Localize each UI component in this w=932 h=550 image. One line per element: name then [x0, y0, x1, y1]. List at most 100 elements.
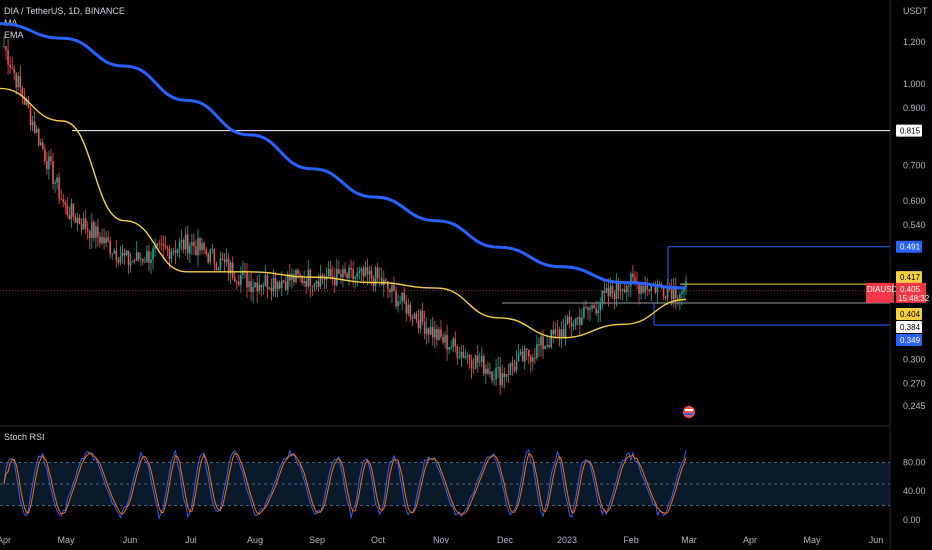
- price-tick-label: 0.300: [903, 355, 926, 365]
- candle-body: [323, 278, 326, 280]
- indicator-ema-label[interactable]: EMA: [4, 30, 24, 40]
- candle-body: [640, 285, 642, 294]
- candle-body: [52, 161, 54, 184]
- candle-body: [423, 321, 426, 334]
- candle-body: [246, 271, 248, 288]
- candle-body: [438, 329, 440, 340]
- candle-body: [82, 218, 85, 230]
- candle-body: [158, 243, 160, 245]
- candle-body: [642, 285, 644, 293]
- stoch-d-line: [3, 452, 687, 515]
- candle-body: [429, 326, 432, 335]
- candle-body: [664, 296, 667, 299]
- candle-body: [101, 237, 103, 244]
- candle-body: [207, 253, 209, 263]
- candle-body: [3, 46, 5, 47]
- candle-body: [391, 285, 393, 292]
- candle-body: [587, 307, 589, 311]
- candle-body: [421, 310, 424, 322]
- events-flag-icon[interactable]: [683, 406, 695, 418]
- time-tick-label: Sep: [309, 535, 325, 545]
- time-tick-label: Apr: [743, 535, 757, 545]
- candle-body: [150, 259, 152, 264]
- candle-countdown: 15:48:32: [898, 294, 930, 303]
- candle-body: [417, 320, 420, 329]
- candle-body: [88, 230, 91, 238]
- candle-body: [203, 243, 205, 251]
- candle-body: [160, 243, 163, 245]
- candle-body: [589, 308, 591, 311]
- candle-body: [17, 76, 20, 88]
- candle-body: [250, 281, 252, 292]
- candle-body: [103, 237, 105, 244]
- candle-body: [117, 260, 120, 263]
- candle-body: [307, 269, 310, 287]
- candle-body: [231, 262, 234, 278]
- candle-body: [409, 304, 412, 318]
- candle-body: [311, 286, 314, 288]
- candle-body: [617, 280, 620, 291]
- candle-body: [319, 275, 322, 288]
- time-tick-label: May: [57, 535, 75, 545]
- price-tag-box: [896, 334, 922, 346]
- candle-body: [611, 286, 614, 294]
- candle-body: [39, 142, 42, 146]
- candle-body: [297, 269, 299, 275]
- price-tag-box: [896, 240, 922, 253]
- candle-body: [248, 281, 250, 288]
- candle-body: [425, 328, 428, 334]
- candle-body: [174, 250, 177, 253]
- candle-body: [272, 278, 275, 292]
- candle-body: [64, 202, 67, 206]
- candle-body: [135, 252, 138, 262]
- stoch-k-line: [3, 448, 687, 520]
- candle-body: [513, 366, 516, 371]
- candle-body: [223, 259, 226, 262]
- candle-body: [681, 291, 683, 295]
- candle-body: [487, 368, 489, 374]
- candle-body: [568, 316, 571, 323]
- price-tick-label: 0.900: [903, 103, 926, 113]
- candle-body: [519, 351, 522, 355]
- candle-body: [199, 237, 201, 251]
- symbol-title: DIA / TetherUS, 1D, BINANCE: [4, 6, 125, 16]
- candle-body: [670, 289, 673, 300]
- ma-series: [0, 22, 687, 290]
- candle-body: [99, 236, 101, 244]
- candle-body: [205, 250, 207, 254]
- candle-body: [368, 270, 371, 275]
- candle-body: [362, 268, 365, 277]
- candle-body: [593, 305, 595, 309]
- candle-body: [15, 72, 18, 88]
- candlestick-series: [3, 36, 687, 395]
- candle-body: [127, 250, 130, 266]
- candle-body: [170, 251, 173, 259]
- candle-body: [530, 356, 532, 362]
- candle-body: [48, 156, 50, 170]
- candle-body: [415, 313, 418, 321]
- candle-body: [499, 367, 501, 386]
- candle-body: [503, 373, 506, 378]
- candle-body: [256, 282, 258, 292]
- candle-body: [552, 329, 555, 335]
- candle-body: [395, 290, 397, 307]
- time-axis[interactable]: Apr May Jun Jul Aug Sep Oct Nov Dec 2023 Feb Mar Apr…: [0, 535, 883, 545]
- candle-body: [525, 348, 528, 350]
- candle-body: [632, 273, 634, 278]
- candle-body: [436, 328, 438, 340]
- candle-body: [444, 334, 446, 343]
- candle-body: [570, 322, 573, 327]
- candle-body: [538, 344, 540, 346]
- candle-body: [634, 277, 636, 282]
- candle-body: [111, 253, 114, 255]
- candle-body: [35, 129, 38, 133]
- candle-body: [630, 273, 632, 287]
- candle-body: [546, 345, 548, 346]
- candle-body: [489, 371, 491, 374]
- price-axis[interactable]: 1.200 1.000 0.900 0.700 0.600 0.540 0.300 0.270…: [903, 37, 926, 411]
- candle-body: [54, 182, 56, 184]
- candle-body: [495, 368, 497, 380]
